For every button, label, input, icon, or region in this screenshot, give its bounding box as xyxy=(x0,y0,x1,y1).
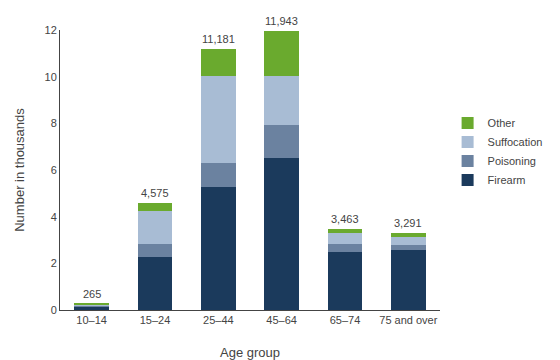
svg-text:3,291: 3,291 xyxy=(394,217,422,229)
svg-text:Firearm: Firearm xyxy=(488,174,526,186)
svg-text:12: 12 xyxy=(45,24,57,36)
svg-text:11,181: 11,181 xyxy=(202,33,235,45)
svg-text:Age group: Age group xyxy=(220,345,280,360)
svg-text:Suffocation: Suffocation xyxy=(488,136,543,148)
svg-text:10: 10 xyxy=(45,71,57,83)
svg-text:Number in thousands: Number in thousands xyxy=(12,108,27,232)
svg-text:Other: Other xyxy=(488,117,516,129)
svg-text:6: 6 xyxy=(51,164,57,176)
svg-text:4,575: 4,575 xyxy=(141,187,169,199)
svg-text:265: 265 xyxy=(83,288,101,300)
svg-text:2: 2 xyxy=(51,257,57,269)
svg-text:0: 0 xyxy=(51,304,57,316)
svg-text:15–24: 15–24 xyxy=(140,314,171,326)
svg-text:11,943: 11,943 xyxy=(265,15,298,27)
svg-text:75 and over: 75 and over xyxy=(379,314,437,326)
svg-text:3,463: 3,463 xyxy=(331,213,359,225)
svg-text:4: 4 xyxy=(51,211,57,223)
svg-text:Poisoning: Poisoning xyxy=(488,155,536,167)
svg-text:8: 8 xyxy=(51,117,57,129)
svg-text:65–74: 65–74 xyxy=(330,314,361,326)
svg-text:25–44: 25–44 xyxy=(203,314,234,326)
svg-text:10–14: 10–14 xyxy=(76,314,107,326)
svg-text:45–64: 45–64 xyxy=(266,314,297,326)
